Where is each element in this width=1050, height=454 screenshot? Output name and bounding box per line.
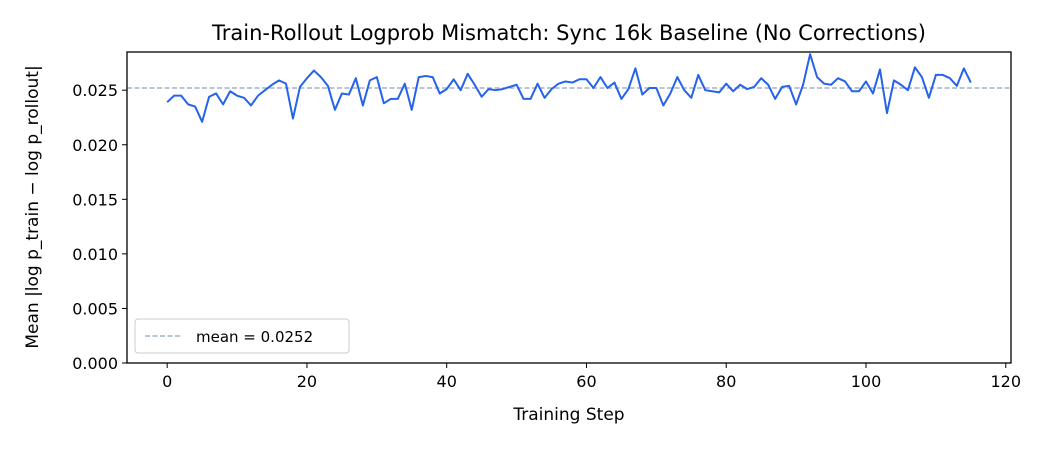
plot-frame: [127, 52, 1011, 363]
legend-label: mean = 0.0252: [196, 328, 313, 346]
y-tick-label: 0.005: [72, 299, 118, 318]
y-tick-label: 0.010: [72, 245, 118, 264]
x-tick-label: 100: [851, 372, 882, 391]
y-axis: 0.000 0.005 0.010 0.015 0.020 0.025: [72, 81, 127, 373]
x-axis-label: Training Step: [512, 405, 624, 425]
y-tick-label: 0.015: [72, 190, 118, 209]
y-tick-label: 0.000: [72, 354, 118, 373]
x-tick-label: 120: [990, 372, 1021, 391]
y-tick-label: 0.025: [72, 81, 118, 100]
legend: mean = 0.0252: [135, 319, 349, 353]
y-tick-label: 0.020: [72, 136, 118, 155]
x-tick-label: 60: [576, 372, 596, 391]
series-line: [167, 54, 971, 122]
x-tick-label: 40: [437, 372, 457, 391]
x-tick-label: 0: [162, 372, 172, 391]
x-axis: 0 20 40 60 80 100 120: [162, 363, 1021, 391]
y-axis-label: Mean |log p_train − log p_rollout|: [23, 65, 43, 348]
x-tick-label: 80: [716, 372, 736, 391]
x-tick-label: 20: [297, 372, 317, 391]
chart-title: Train-Rollout Logprob Mismatch: Sync 16k…: [211, 21, 926, 45]
